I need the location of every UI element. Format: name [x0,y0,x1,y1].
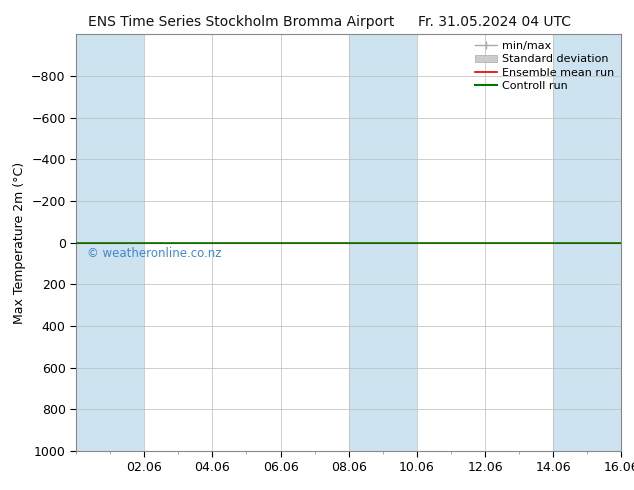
Bar [553,34,621,451]
Bar [76,34,144,451]
Y-axis label: Max Temperature 2m (°C): Max Temperature 2m (°C) [13,162,25,323]
Text: Fr. 31.05.2024 04 UTC: Fr. 31.05.2024 04 UTC [418,15,571,29]
Legend: min/max, Standard deviation, Ensemble mean run, Controll run: min/max, Standard deviation, Ensemble me… [470,37,619,96]
Text: ENS Time Series Stockholm Bromma Airport: ENS Time Series Stockholm Bromma Airport [87,15,394,29]
Bar [349,34,417,451]
Text: © weatheronline.co.nz: © weatheronline.co.nz [87,246,221,260]
